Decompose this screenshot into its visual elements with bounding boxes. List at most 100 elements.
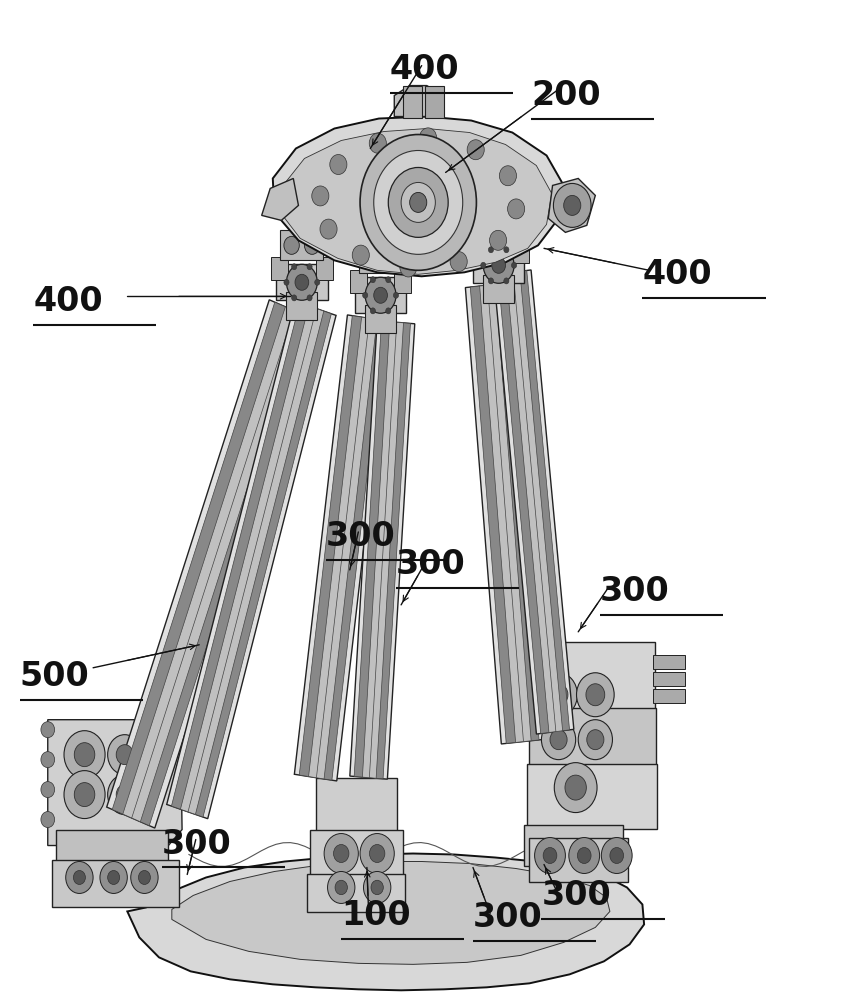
Circle shape [554,763,597,813]
Circle shape [492,257,506,273]
Polygon shape [394,270,411,293]
Polygon shape [261,178,298,220]
Polygon shape [512,271,562,732]
Bar [527,764,657,829]
Polygon shape [276,264,327,300]
Circle shape [291,295,297,301]
Polygon shape [494,284,539,741]
Polygon shape [48,720,182,846]
Bar [653,672,686,686]
Circle shape [100,861,128,893]
Circle shape [374,150,463,254]
Polygon shape [322,319,385,780]
Text: 300: 300 [600,575,669,608]
Polygon shape [271,257,288,280]
Bar [403,86,422,118]
Polygon shape [361,322,397,778]
Circle shape [481,219,496,237]
Circle shape [569,838,600,873]
Polygon shape [273,117,564,276]
Circle shape [565,775,586,800]
Text: 400: 400 [390,53,459,86]
Circle shape [312,186,329,206]
Polygon shape [171,861,610,964]
Polygon shape [359,243,402,273]
Text: 300: 300 [396,548,465,581]
Circle shape [291,264,297,270]
Text: 400: 400 [643,258,712,291]
Circle shape [315,279,320,285]
Circle shape [139,870,151,884]
Polygon shape [315,257,333,280]
Polygon shape [365,305,396,333]
Circle shape [363,249,378,267]
Polygon shape [286,292,317,320]
Polygon shape [187,308,324,814]
Circle shape [284,279,289,285]
Circle shape [41,752,55,768]
Circle shape [335,880,347,895]
Circle shape [542,720,576,760]
Bar [530,838,628,882]
Bar [310,830,403,877]
Polygon shape [465,283,544,744]
Circle shape [550,730,567,750]
Circle shape [284,236,299,254]
Circle shape [75,743,95,767]
Polygon shape [468,240,485,263]
Polygon shape [194,311,332,817]
Polygon shape [548,178,596,232]
Circle shape [578,848,591,863]
Circle shape [450,252,467,272]
Circle shape [578,720,613,760]
Circle shape [41,812,55,828]
Circle shape [363,871,391,903]
Circle shape [108,870,120,884]
Circle shape [304,236,320,254]
Polygon shape [280,230,323,260]
Circle shape [131,861,159,893]
Text: 300: 300 [326,520,396,553]
Polygon shape [477,213,520,243]
Circle shape [504,247,509,253]
Polygon shape [494,270,574,734]
Circle shape [488,247,494,253]
Circle shape [549,684,568,706]
Circle shape [374,287,387,303]
Circle shape [483,247,514,283]
Circle shape [481,262,486,268]
Circle shape [504,278,509,284]
Circle shape [371,880,383,895]
Circle shape [117,785,134,805]
Circle shape [307,295,312,301]
Circle shape [108,775,142,815]
Bar [524,825,623,866]
Text: 300: 300 [473,901,542,934]
Polygon shape [512,240,530,263]
Circle shape [386,308,391,314]
Polygon shape [128,854,644,990]
Circle shape [554,183,591,227]
Polygon shape [505,272,556,733]
Polygon shape [478,285,524,743]
Text: 100: 100 [341,899,411,932]
Circle shape [370,277,375,283]
Circle shape [41,782,55,798]
Text: 200: 200 [531,79,601,112]
Circle shape [352,245,369,265]
Polygon shape [299,316,362,777]
Circle shape [500,166,517,186]
Polygon shape [473,247,524,283]
Bar [52,859,178,907]
Polygon shape [375,323,411,779]
Bar [315,778,397,833]
Circle shape [369,845,385,862]
Polygon shape [498,273,549,734]
Circle shape [320,219,337,239]
Circle shape [66,861,93,893]
Polygon shape [315,318,377,779]
Circle shape [117,745,134,765]
Circle shape [333,845,349,862]
Circle shape [363,292,368,298]
Polygon shape [294,315,390,781]
